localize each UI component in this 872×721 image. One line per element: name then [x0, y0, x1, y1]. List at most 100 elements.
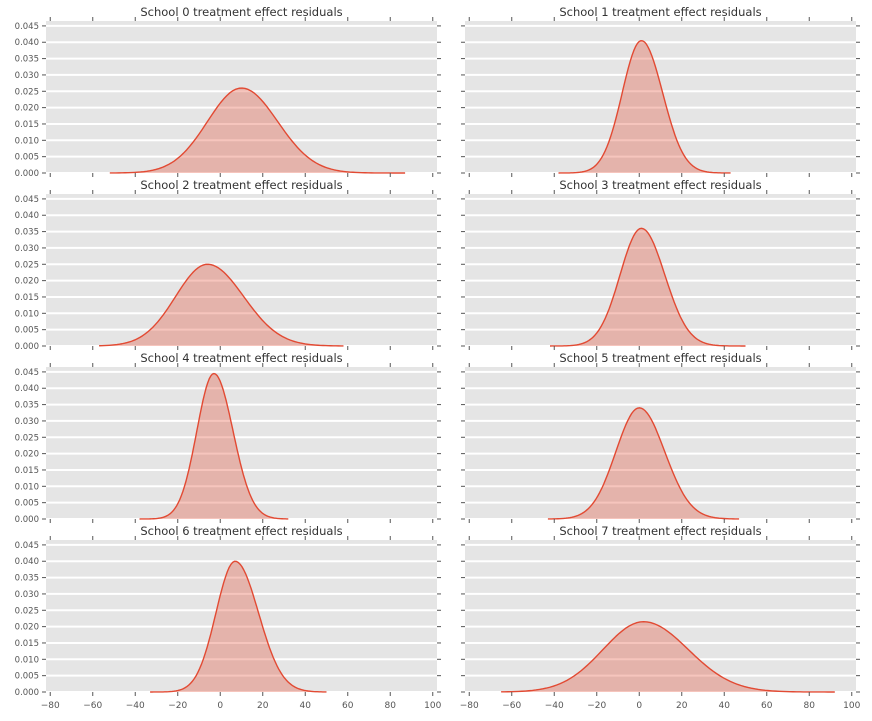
- svg-text:−80: −80: [460, 701, 479, 711]
- svg-text:60: 60: [761, 701, 773, 711]
- kde-line: [549, 227, 746, 347]
- subplot-title: School 6 treatment effect residuals: [140, 524, 343, 538]
- svg-text:0.025: 0.025: [15, 433, 39, 443]
- plot-background: [465, 540, 856, 692]
- svg-text:0.025: 0.025: [15, 260, 39, 270]
- svg-text:0.000: 0.000: [15, 342, 39, 352]
- tick-marks: [42, 17, 441, 177]
- tick-marks: [42, 363, 441, 523]
- svg-text:0.035: 0.035: [15, 401, 39, 411]
- kde-plot: [461, 17, 860, 177]
- tick-marks: [42, 190, 441, 350]
- gridlines: [46, 24, 437, 174]
- svg-text:−60: −60: [83, 701, 102, 711]
- kde-fill: [558, 40, 731, 173]
- kde-plot: [461, 190, 860, 350]
- kde-line: [109, 87, 406, 174]
- kde-line: [99, 263, 344, 347]
- svg-text:0.010: 0.010: [15, 482, 39, 492]
- svg-text:0.020: 0.020: [15, 277, 39, 287]
- svg-text:100: 100: [843, 701, 860, 711]
- gridlines: [465, 24, 856, 174]
- y-tick-labels: 0.000 0.005 0.010 0.015 0.020 0.025 0.030 0.035…: [15, 22, 39, 179]
- svg-text:0.030: 0.030: [15, 590, 39, 600]
- svg-text:0.010: 0.010: [15, 655, 39, 665]
- svg-text:0.035: 0.035: [15, 574, 39, 584]
- subplot-title: School 4 treatment effect residuals: [140, 351, 343, 365]
- y-tick-labels: 0.000 0.005 0.010 0.015 0.020 0.025 0.030 0.035…: [15, 541, 39, 698]
- kde-plot: [461, 363, 860, 523]
- subplot-title: School 3 treatment effect residuals: [559, 178, 762, 192]
- svg-text:0.000: 0.000: [15, 688, 39, 698]
- tick-marks: [461, 536, 860, 696]
- svg-text:0.045: 0.045: [15, 195, 39, 205]
- subplot-title: School 1 treatment effect residuals: [559, 5, 762, 19]
- svg-text:0.000: 0.000: [15, 169, 39, 179]
- svg-text:0.015: 0.015: [15, 293, 39, 303]
- gridlines: [46, 370, 437, 520]
- svg-text:0.010: 0.010: [15, 309, 39, 319]
- svg-text:−20: −20: [587, 701, 606, 711]
- kde-fill: [550, 228, 746, 346]
- kde-line: [547, 407, 740, 520]
- svg-text:0.005: 0.005: [15, 153, 39, 163]
- svg-text:0.030: 0.030: [15, 244, 39, 254]
- svg-text:0.030: 0.030: [15, 417, 39, 427]
- plot-background: [46, 21, 437, 173]
- plot-background: [465, 21, 856, 173]
- svg-text:−40: −40: [126, 701, 145, 711]
- svg-text:60: 60: [342, 701, 354, 711]
- subplot-title: School 5 treatment effect residuals: [559, 351, 762, 365]
- svg-text:0.040: 0.040: [15, 38, 39, 48]
- svg-text:0.045: 0.045: [15, 541, 39, 551]
- svg-text:0.040: 0.040: [15, 557, 39, 567]
- kde-line: [150, 560, 327, 693]
- svg-text:0.010: 0.010: [15, 136, 39, 146]
- svg-text:0: 0: [217, 701, 223, 711]
- svg-text:20: 20: [676, 701, 688, 711]
- subplot-school-1: School 1 treatment effect residuals: [442, 0, 872, 177]
- subplot-title: School 0 treatment effect residuals: [140, 5, 343, 19]
- kde-fill: [547, 407, 740, 519]
- svg-text:0.020: 0.020: [15, 450, 39, 460]
- svg-text:0.045: 0.045: [15, 22, 39, 32]
- kde-fill: [150, 561, 327, 692]
- subplot-school-0: School 0 treatment effect residuals 0.00…: [0, 0, 442, 179]
- svg-text:0.025: 0.025: [15, 87, 39, 97]
- svg-text:−40: −40: [545, 701, 564, 711]
- svg-text:0.025: 0.025: [15, 606, 39, 616]
- subplot-title: School 2 treatment effect residuals: [140, 178, 343, 192]
- svg-text:−80: −80: [41, 701, 60, 711]
- tick-marks: [461, 363, 860, 523]
- plot-background: [465, 194, 856, 346]
- svg-text:0.045: 0.045: [15, 368, 39, 378]
- svg-text:0.005: 0.005: [15, 499, 39, 509]
- plot-background: [46, 194, 437, 346]
- kde-plot: 0.000 0.005 0.010 0.015 0.020 0.025 0.030 0.035…: [15, 190, 441, 352]
- subplot-school-2: School 2 treatment effect residuals 0.00…: [0, 173, 442, 352]
- subplot-school-3: School 3 treatment effect residuals: [442, 173, 872, 350]
- svg-text:0.035: 0.035: [15, 55, 39, 65]
- svg-text:20: 20: [257, 701, 269, 711]
- kde-fill: [99, 264, 344, 346]
- subplot-title: School 7 treatment effect residuals: [559, 524, 762, 538]
- y-tick-labels: 0.000 0.005 0.010 0.015 0.020 0.025 0.030 0.035…: [15, 195, 39, 352]
- gridlines: [46, 197, 437, 347]
- subplot-school-5: School 5 treatment effect residuals: [442, 346, 872, 523]
- svg-text:0.015: 0.015: [15, 466, 39, 476]
- svg-text:0: 0: [636, 701, 642, 711]
- svg-text:80: 80: [385, 701, 397, 711]
- kde-plot: 0.000 0.005 0.010 0.015 0.020 0.025 0.030 0.035…: [15, 363, 441, 525]
- gridlines: [46, 543, 437, 693]
- tick-marks: [461, 17, 860, 177]
- svg-text:0.030: 0.030: [15, 71, 39, 81]
- svg-text:0.000: 0.000: [15, 515, 39, 525]
- kde-plot: −80 −60 −40 −20 0 20 40 60 80 100: [460, 536, 861, 711]
- subplot-school-4: School 4 treatment effect residuals 0.00…: [0, 346, 442, 525]
- svg-text:0.015: 0.015: [15, 120, 39, 130]
- plot-background: [46, 367, 437, 519]
- svg-text:0.040: 0.040: [15, 384, 39, 394]
- svg-text:−20: −20: [168, 701, 187, 711]
- svg-text:0.020: 0.020: [15, 104, 39, 114]
